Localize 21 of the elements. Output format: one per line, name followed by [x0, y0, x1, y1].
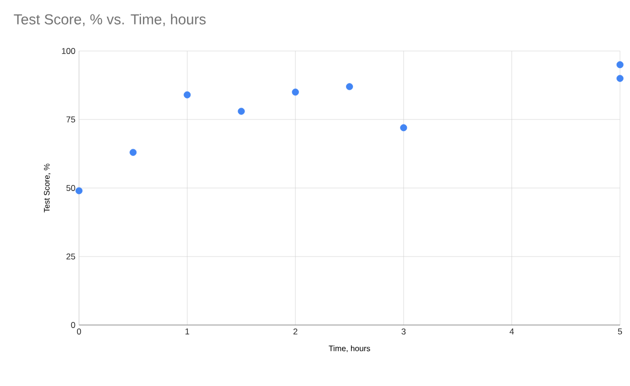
y-tick-label: 100 [62, 48, 76, 54]
x-tick-label: 2 [293, 328, 298, 334]
point [346, 83, 354, 90]
y-tick-label: 75 [66, 116, 76, 122]
point [616, 74, 624, 82]
x-tick-label: 0 [76, 328, 82, 335]
point [184, 91, 191, 98]
point [130, 148, 137, 156]
y-tick-label: 50 [66, 185, 76, 191]
x-tick-label: 1 [185, 328, 190, 334]
x-tick-label: 4 [510, 328, 514, 334]
point [76, 187, 83, 194]
y-tick-label: 25 [66, 254, 76, 260]
point [292, 88, 299, 96]
x-tick-label: 5 [618, 328, 622, 334]
point [400, 124, 408, 132]
x-tick-label: 3 [402, 328, 406, 335]
point [616, 61, 624, 68]
point [238, 108, 245, 115]
chart-title: Test Score, % vs. Time, hours [14, 14, 206, 26]
y-tick-label: 0 [71, 322, 76, 328]
